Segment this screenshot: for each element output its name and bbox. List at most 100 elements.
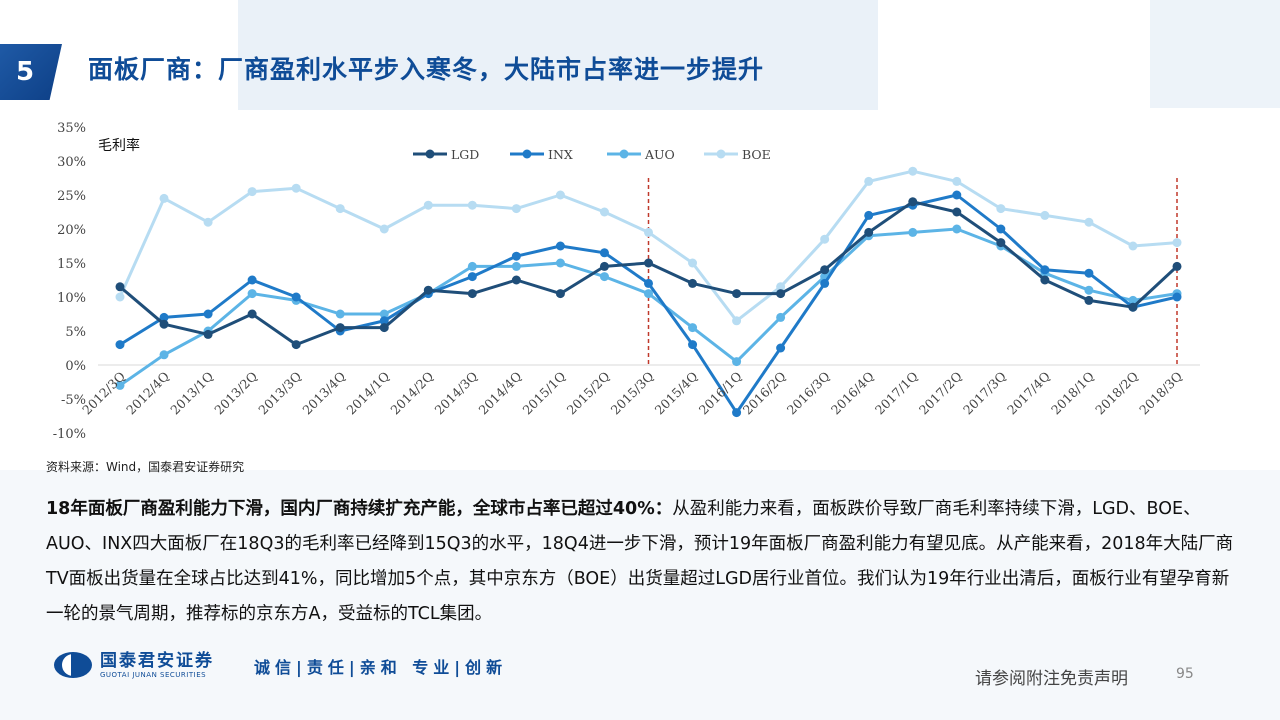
data-point-lgd <box>820 265 830 275</box>
data-point-boe <box>467 200 477 210</box>
data-point-boe <box>996 204 1006 214</box>
data-point-boe <box>335 204 345 214</box>
legend-marker <box>716 149 726 159</box>
data-point-inx <box>952 190 962 200</box>
logo-icon <box>54 652 92 678</box>
section-number-badge: 5 <box>0 44 62 100</box>
x-tick-label: 2018/2Q <box>1092 369 1141 418</box>
body-lead-bold: 18年面板厂商盈利能力下滑，国内厂商持续扩充产能，全球市占率已超过40%： <box>46 499 673 519</box>
x-tick-label: 2014/2Q <box>387 369 436 418</box>
data-point-boe <box>908 166 918 176</box>
data-point-inx <box>599 248 609 258</box>
logo-english-name: GUOTAI JUNAN SECURITIES <box>100 671 207 679</box>
data-point-lgd <box>996 238 1006 248</box>
y-tick-label: 20% <box>57 223 86 238</box>
y-tick-label: -10% <box>53 427 86 442</box>
x-tick-label: 2013/1Q <box>167 369 216 418</box>
data-point-inx <box>776 343 786 353</box>
data-point-inx <box>379 316 389 326</box>
data-point-boe <box>555 190 565 200</box>
data-point-lgd <box>864 227 874 237</box>
x-tick-label: 2014/1Q <box>343 369 392 418</box>
legend-label: LGD <box>451 147 479 162</box>
x-tick-label: 2016/3Q <box>784 369 833 418</box>
company-slogan: 诚信|责任|亲和 专业|创新 <box>254 658 508 677</box>
legend-marker <box>619 149 629 159</box>
data-point-auo <box>511 261 521 271</box>
y-axis-ticks: -10% -5% 0% 5% 10% 15% 20% 25% 30% 35% <box>53 121 86 442</box>
data-point-auo <box>1128 295 1138 305</box>
data-point-boe <box>952 176 962 186</box>
data-point-boe <box>644 227 653 237</box>
page-number: 95 <box>1176 666 1194 682</box>
gross-margin-line-chart: -10%-5%0%5%10%15%20%25%30%35% 2012/3Q201… <box>53 121 1200 442</box>
data-point-boe <box>247 187 257 197</box>
data-point-boe <box>511 204 521 214</box>
chart-legend: LGD INX AUO BOE <box>413 147 771 162</box>
y-tick-label: 0% <box>65 359 86 374</box>
data-point-lgd <box>952 207 962 217</box>
x-tick-label: 2017/4Q <box>1004 369 1053 418</box>
data-point-boe <box>1128 241 1138 251</box>
data-point-boe <box>423 200 433 210</box>
data-point-inx <box>467 272 477 282</box>
data-point-auo <box>1084 285 1094 295</box>
x-tick-label: 2013/3Q <box>255 369 304 418</box>
legend-marker <box>522 149 532 159</box>
data-point-lgd <box>247 309 257 319</box>
data-point-lgd <box>379 323 389 333</box>
period-markers <box>647 178 1178 365</box>
x-tick-label: 2014/3Q <box>431 369 480 418</box>
x-tick-label: 2013/4Q <box>299 369 348 418</box>
legend-label: INX <box>548 147 573 162</box>
data-point-boe <box>820 234 830 244</box>
data-point-lgd <box>335 323 345 333</box>
data-point-lgd <box>423 285 433 295</box>
x-tick-label: 2013/2Q <box>211 369 260 418</box>
y-tick-label: 35% <box>57 121 86 136</box>
data-point-lgd <box>1128 302 1138 312</box>
x-tick-label: 2016/4Q <box>828 369 877 418</box>
data-point-auo <box>732 357 742 367</box>
x-tick-label: 2012/4Q <box>123 369 172 418</box>
data-point-lgd <box>599 261 609 271</box>
data-point-boe <box>1172 238 1182 248</box>
x-tick-label: 2015/1Q <box>520 369 569 418</box>
y-tick-label: 25% <box>57 189 86 204</box>
data-point-lgd <box>688 278 698 288</box>
y-tick-label: 15% <box>57 257 86 272</box>
data-point-auo <box>688 323 698 333</box>
corner-background <box>1150 0 1280 108</box>
data-point-inx <box>511 251 521 261</box>
x-tick-label: 2017/1Q <box>872 369 921 418</box>
body-paragraph: 18年面板厂商盈利能力下滑，国内厂商持续扩充产能，全球市占率已超过40%：从盈利… <box>46 492 1236 632</box>
data-point-inx <box>644 278 653 288</box>
header-background <box>238 0 878 110</box>
data-point-lgd <box>511 275 521 285</box>
legend-marker <box>425 149 435 159</box>
data-point-lgd <box>644 258 653 268</box>
data-point-auo <box>555 258 565 268</box>
data-point-boe <box>864 176 874 186</box>
page-title: 面板厂商：厂商盈利水平步入寒冬，大陆市占率进一步提升 <box>88 55 765 84</box>
data-point-boe <box>776 282 786 292</box>
data-point-lgd <box>776 289 786 299</box>
data-point-lgd <box>908 197 918 207</box>
data-point-auo <box>952 224 962 234</box>
body-rest: 从盈利能力来看，面板跌价导致厂商毛利率持续下滑，LGD、BOE、AUO、INX四… <box>46 499 1234 624</box>
data-point-auo <box>159 350 169 360</box>
data-point-auo <box>379 309 389 319</box>
legend-item-auo: AUO <box>607 147 675 162</box>
x-tick-label: 2018/1Q <box>1048 369 1097 418</box>
data-point-inx <box>115 340 125 350</box>
data-point-inx <box>159 312 169 322</box>
x-tick-label: 2018/3Q <box>1136 369 1185 418</box>
data-point-inx <box>1172 292 1182 302</box>
x-tick-label: 2015/3Q <box>608 369 657 418</box>
legend-item-lgd: LGD <box>413 147 479 162</box>
company-logo: 国泰君安证券 GUOTAI JUNAN SECURITIES <box>52 650 214 680</box>
data-point-boe <box>1084 217 1094 227</box>
y-axis-label: 毛利率 <box>98 137 140 154</box>
data-point-inx <box>732 408 742 418</box>
data-point-lgd <box>115 282 125 292</box>
